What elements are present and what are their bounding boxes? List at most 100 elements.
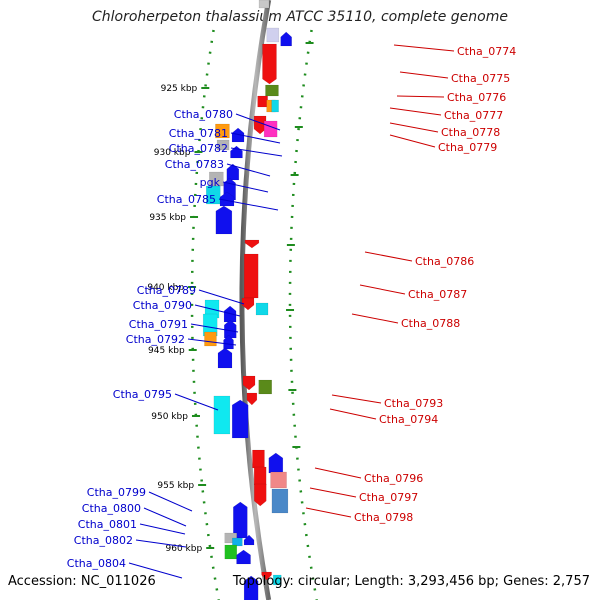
gene-label-left: Ctha_0792	[126, 333, 185, 346]
gene-label-right: Ctha_0774	[457, 45, 516, 58]
gene-label-right: Ctha_0796	[364, 472, 423, 485]
gene-label-leader	[389, 134, 436, 148]
gene-label-left: Ctha_0781	[169, 127, 228, 140]
gene-label-left: Ctha_0785	[157, 193, 216, 206]
scale-label: 950 kbp	[151, 412, 188, 422]
gene-label-leader	[174, 393, 219, 411]
outer-gene-feature	[266, 27, 280, 43]
gene-label-leader	[222, 181, 269, 193]
gene-label-leader	[194, 304, 241, 317]
outer-gene-feature	[252, 449, 265, 469]
scale-label: 960 kbp	[166, 544, 203, 554]
inner-gene-feature	[213, 395, 231, 435]
outer-gene-feature	[246, 392, 258, 406]
scale-label: 945 kbp	[148, 346, 185, 356]
gene-label-right: Ctha_0777	[444, 109, 503, 122]
outer-gene-feature	[258, 379, 272, 395]
scale-label: 940 kbp	[147, 283, 184, 293]
gene-label-leader	[331, 394, 382, 404]
scale-label: 930 kbp	[154, 148, 191, 158]
inner-gene-feature	[231, 399, 249, 439]
gene-label-leader	[359, 284, 406, 295]
gene-label-left: Ctha_0791	[129, 318, 188, 331]
inner-gene-feature	[223, 319, 237, 339]
gene-label-right: Ctha_0786	[415, 255, 474, 268]
outer-gene-feature	[271, 99, 279, 113]
outer-gene-feature	[272, 574, 282, 586]
inner-gene-feature	[209, 171, 224, 187]
outer-gene-feature	[243, 253, 259, 299]
gene-label-right: Ctha_0778	[441, 126, 500, 139]
gene-label-left: Ctha_0800	[82, 502, 141, 515]
scale-label: 935 kbp	[149, 213, 186, 223]
inner-tick-ring	[190, 29, 220, 600]
gene-label-right: Ctha_0798	[354, 511, 413, 524]
gene-label-leader	[230, 147, 283, 157]
outer-gene-feature	[268, 452, 284, 474]
inner-gene-feature	[243, 575, 259, 600]
gene-label-right: Ctha_0793	[384, 397, 443, 410]
gene-label-leader	[235, 113, 281, 131]
outer-gene-feature	[270, 471, 287, 489]
outer-gene-feature	[244, 239, 260, 249]
inner-gene-feature	[216, 139, 230, 151]
gene-label-right: Ctha_0794	[379, 413, 438, 426]
gene-label-leader	[128, 562, 183, 579]
outer-gene-feature	[262, 43, 277, 85]
gene-label-leader	[329, 408, 377, 420]
gene-label-leader	[389, 107, 442, 116]
gene-label-left: Ctha_0802	[74, 534, 133, 547]
gene-label-leader	[364, 251, 413, 262]
gene-label-leader	[218, 198, 279, 211]
gene-label-leader	[309, 487, 357, 498]
gene-label-leader	[187, 338, 237, 346]
gene-label-leader	[230, 132, 281, 144]
gene-label-left: Ctha_0801	[78, 518, 137, 531]
gene-label-right: Ctha_0797	[359, 491, 418, 504]
outer-gene-feature	[280, 31, 292, 47]
gene-label-leader	[393, 44, 455, 52]
gene-label-right: Ctha_0775	[451, 72, 510, 85]
inner-gene-feature	[202, 313, 218, 337]
gene-label-left: Ctha_0799	[87, 486, 146, 499]
gene-label-left: pgk	[200, 176, 221, 189]
outer-gene-feature	[261, 571, 272, 581]
gene-label-leader	[305, 507, 352, 518]
gene-label-left: Ctha_0780	[174, 108, 233, 121]
outer-tick-ring	[288, 29, 318, 600]
gene-label-right: Ctha_0776	[447, 91, 506, 104]
gene-label-leader	[351, 313, 399, 324]
outer-gene-feature	[258, 0, 270, 9]
gene-label-right: Ctha_0787	[408, 288, 467, 301]
inner-gene-feature	[236, 549, 251, 565]
genome-backbone	[239, 0, 272, 600]
inner-gene-feature	[243, 534, 255, 546]
gene-label-left: Ctha_0789	[137, 284, 196, 297]
inner-gene-feature	[215, 123, 230, 139]
gene-label-leader	[389, 122, 439, 133]
inner-gene-feature	[231, 127, 245, 143]
outer-gene-feature	[253, 115, 267, 135]
gene-label-right: Ctha_0779	[438, 141, 497, 154]
gene-label-left: Ctha_0790	[133, 299, 192, 312]
inner-gene-feature	[219, 191, 235, 207]
outer-gene-feature	[255, 302, 269, 316]
inner-gene-feature	[232, 537, 243, 547]
gene-label-right: Ctha_0788	[401, 317, 460, 330]
gene-label-left: Ctha_0782	[169, 142, 228, 155]
gene-label-leader	[143, 507, 187, 527]
outer-gene-feature	[257, 95, 268, 108]
gene-label-leader	[226, 163, 271, 177]
inner-gene-feature	[217, 347, 233, 369]
inner-gene-feature	[223, 334, 234, 350]
gene-label-leader	[148, 491, 193, 512]
outer-gene-feature	[242, 375, 256, 391]
gene-label-left: Ctha_0783	[165, 158, 224, 171]
map-title: Chloroherpeton thalassium ATCC 35110, co…	[92, 9, 508, 25]
inner-gene-feature	[224, 544, 238, 560]
gene-label-leader	[399, 71, 449, 79]
outer-gene-feature	[253, 466, 267, 486]
outer-gene-feature	[253, 483, 267, 507]
inner-gene-feature	[233, 501, 248, 539]
